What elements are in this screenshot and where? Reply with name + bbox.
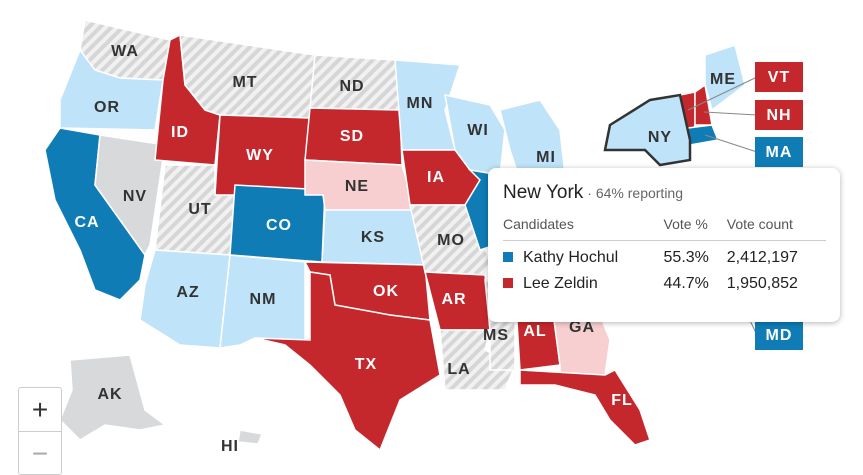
zoom-out[interactable]: − [19,431,61,475]
candidate-swatch [503,252,513,262]
candidate-cell: Lee Zeldin [503,267,664,293]
state-label: NY [648,129,672,146]
state-label: MI [536,149,556,166]
column-header: Vote count [726,216,826,241]
cell: 55.3% [664,241,727,268]
candidate-cell: Kathy Hochul [503,241,664,268]
state-labels: WA OR CA NV ID MT WY UT AZ CO NM ND SD NE KS OK TX MN IA MO… [74,43,803,455]
tooltip-subtitle: · 64% reporting [587,185,683,201]
zoom-control: + − [18,387,62,475]
candidate-swatch [503,278,513,288]
state-shape [519,369,651,446]
state-shape [704,44,746,112]
state-label: LA [447,361,470,378]
state-label: NV [123,188,147,205]
results-table: Candidates Vote % Vote count Kathy Hochul 5… [503,216,826,293]
cell: 2,412,197 [727,241,826,268]
callout-line [687,76,758,111]
state-label: MA [766,144,793,161]
state-label: AL [523,323,546,340]
vote-percent: 44.7% [663,275,709,292]
state-label: ND [339,78,364,95]
state-label: NM [250,291,277,308]
callout-box [755,137,803,167]
state-label: MT [232,74,257,91]
state-label: ME [710,71,736,88]
state-label: VT [768,69,790,86]
state-label: OK [373,283,399,300]
state-shape [254,271,441,452]
state-label: SD [340,128,364,145]
state-label: FL [611,392,633,409]
state-label: UT [188,201,211,218]
vote-count: 1,950,852 [726,275,798,292]
cell: 1,950,852 [727,267,826,293]
state-label: CA [74,214,99,231]
state-shape [59,48,164,131]
state-label: MO [437,232,465,249]
state-shape [409,204,491,276]
state-label: ID [171,124,189,141]
state-label: MD [766,327,793,344]
state-label: TX [355,356,377,373]
state-label: KS [361,229,385,246]
state-label: IA [427,169,445,186]
state-label: OR [94,99,120,116]
column-header: Candidates [503,216,664,241]
candidate-name: Kathy Hochul [523,249,619,266]
zoom-in[interactable]: + [31,394,49,425]
state-label: WI [467,122,489,139]
vote-percent: 55.3% [663,249,709,266]
state-label: HI [221,438,239,455]
selected-outline [603,93,692,167]
vote-count: 2,412,197 [726,249,798,266]
callout-line [703,111,758,116]
state-label: MN [407,95,434,112]
state-label: GA [569,319,595,336]
state-shape [237,429,264,445]
state-shape [687,124,720,146]
callout-box [755,62,803,92]
cell: 44.7% [664,267,727,293]
state-label: MS [483,327,509,344]
states [44,19,746,452]
callout-box [755,320,803,350]
state-shape [59,354,167,441]
candidate-row: Lee Zeldin 44.7% 1,950,852 [503,267,826,293]
state-label: AZ [176,284,199,301]
state-label: WA [111,43,139,60]
state-shape [394,59,462,151]
tooltip-title: New York [503,182,584,203]
state-label: WY [246,147,274,164]
column-header: Vote % [663,216,727,241]
state-shape [94,134,166,257]
state-label: AR [441,291,466,308]
callout-box [755,100,803,130]
callout-line [704,134,758,153]
tooltip: New York · 64% reporting Candidates Vote %… [488,168,840,322]
state-label: NH [766,107,791,124]
candidate-name: Lee Zeldin [523,275,598,292]
state-label: CO [266,217,292,234]
state-label: AK [97,386,122,403]
state-label: NE [345,178,369,195]
candidate-row: Kathy Hochul 55.3% 2,412,197 [503,241,826,268]
